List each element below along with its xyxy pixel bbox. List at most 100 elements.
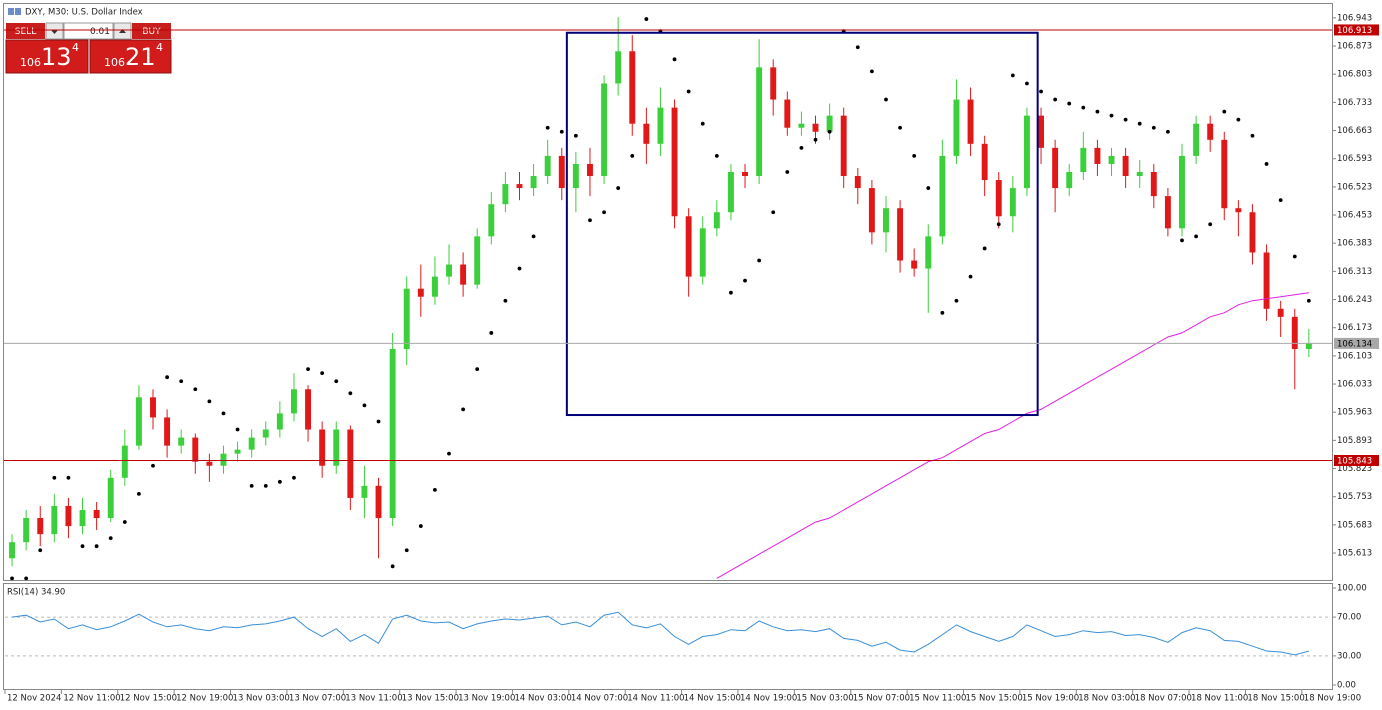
candle-body	[488, 204, 495, 237]
sell-price-box[interactable]	[5, 39, 89, 74]
candle-body	[939, 155, 946, 237]
sar-dot	[813, 137, 818, 142]
candle-body	[713, 212, 720, 229]
arrow-down	[51, 30, 58, 34]
x-tick-label: 15 Nov 11:00	[909, 694, 966, 704]
sell-button[interactable]	[6, 23, 45, 39]
candle-body	[1150, 171, 1157, 197]
main-pane-frame	[3, 3, 1333, 581]
sar-dot	[447, 451, 451, 456]
candle-body	[65, 505, 72, 527]
candle-body	[417, 288, 424, 297]
buy-label[interactable]: BUY	[142, 27, 161, 37]
lot-value[interactable]: 0.01	[90, 27, 110, 37]
candle-body	[685, 216, 692, 277]
candle-body	[897, 208, 904, 261]
candle-body	[727, 171, 734, 213]
buy-button[interactable]	[132, 23, 171, 39]
y-tick-label: 105.613	[1337, 549, 1372, 559]
horizontal-line-box	[1334, 454, 1379, 466]
sar-dot	[616, 186, 621, 190]
sar-dot	[644, 17, 649, 21]
buy-price-sup: 4	[156, 41, 163, 54]
candle-body	[107, 477, 114, 519]
sar-dot	[263, 483, 268, 488]
sar-dot	[1109, 113, 1114, 118]
sar-dot	[1194, 234, 1198, 239]
candle-body	[1221, 139, 1228, 209]
candle-body	[1094, 147, 1101, 164]
candle-body	[361, 485, 368, 498]
buy-price-box[interactable]	[89, 39, 172, 74]
candle-body	[770, 67, 777, 100]
candle-body	[1023, 115, 1030, 189]
sar-dot	[884, 97, 888, 102]
x-tick-label: 14 Nov 15:00	[684, 694, 741, 704]
moving-average	[716, 292, 1309, 579]
x-tick-label: 13 Nov 07:00	[289, 694, 346, 704]
y-tick-label: 106.033	[1337, 380, 1372, 390]
candle-body	[967, 99, 974, 144]
candle-body	[854, 176, 861, 189]
candle-body	[615, 51, 622, 84]
candle-body	[812, 123, 819, 132]
chart-header: DXY, M30: U.S. Dollar Index	[25, 8, 143, 18]
sar-dot	[503, 298, 508, 303]
x-tick-label: 18 Nov 03:00	[1078, 694, 1135, 704]
sar-dot	[1222, 109, 1227, 114]
y-tick-label: 106.103	[1337, 351, 1372, 361]
y-tick-label: 30.00	[1337, 651, 1361, 661]
x-tick-label: 18 Nov 19:00	[1304, 694, 1361, 704]
candle-body	[1136, 171, 1143, 177]
candle-body	[206, 461, 213, 466]
candle-body	[516, 184, 523, 189]
x-tick-label: 13 Nov 11:00	[345, 694, 402, 704]
rsi-pane-frame	[3, 583, 1333, 690]
sell-label[interactable]: SELL	[15, 27, 36, 37]
y-tick-label: 106.313	[1337, 267, 1372, 277]
sar-dot	[52, 475, 57, 480]
candle-body	[1193, 123, 1200, 156]
candle-body	[925, 236, 932, 269]
candle-body	[657, 107, 664, 144]
sar-dot	[588, 218, 592, 223]
sar-dot	[207, 399, 212, 404]
candle-body	[150, 397, 156, 418]
candle-body	[981, 143, 988, 181]
sar-dot	[517, 266, 522, 271]
icon-part	[8, 8, 14, 15]
candle-body	[23, 518, 30, 543]
y-tick-label: 106.453	[1337, 211, 1372, 221]
candle-body	[1038, 115, 1044, 148]
candle-body	[79, 509, 86, 527]
sar-dot	[1123, 117, 1128, 122]
candle-body	[9, 542, 16, 559]
candle-body	[389, 349, 396, 519]
y-tick-label: 106.663	[1337, 126, 1372, 136]
sar-dot	[277, 479, 282, 484]
candle-body	[1249, 212, 1256, 253]
sar-dot	[602, 210, 606, 215]
sar-dot	[306, 367, 310, 372]
sar-dot	[137, 491, 141, 496]
candle-body	[840, 115, 847, 177]
horizontal-line-label: 106.913	[1337, 26, 1372, 36]
symbol-icon	[8, 8, 21, 15]
lot-input[interactable]	[63, 22, 114, 40]
sar-dot	[912, 153, 917, 158]
sar-dot	[729, 290, 733, 295]
sar-dot	[221, 411, 226, 416]
x-tick-label: 18 Nov 11:00	[1191, 694, 1248, 704]
x-tick-label: 14 Nov 19:00	[740, 694, 797, 704]
candle-body	[460, 264, 467, 285]
candle-body	[135, 397, 142, 446]
sar-dot	[292, 475, 296, 480]
sar-dot	[799, 145, 804, 150]
x-tick-label: 12 Nov 2024	[7, 694, 61, 704]
candle-body	[995, 180, 1002, 217]
sar-dot	[433, 487, 437, 492]
candle-body	[587, 163, 593, 177]
candle-body	[319, 429, 326, 466]
